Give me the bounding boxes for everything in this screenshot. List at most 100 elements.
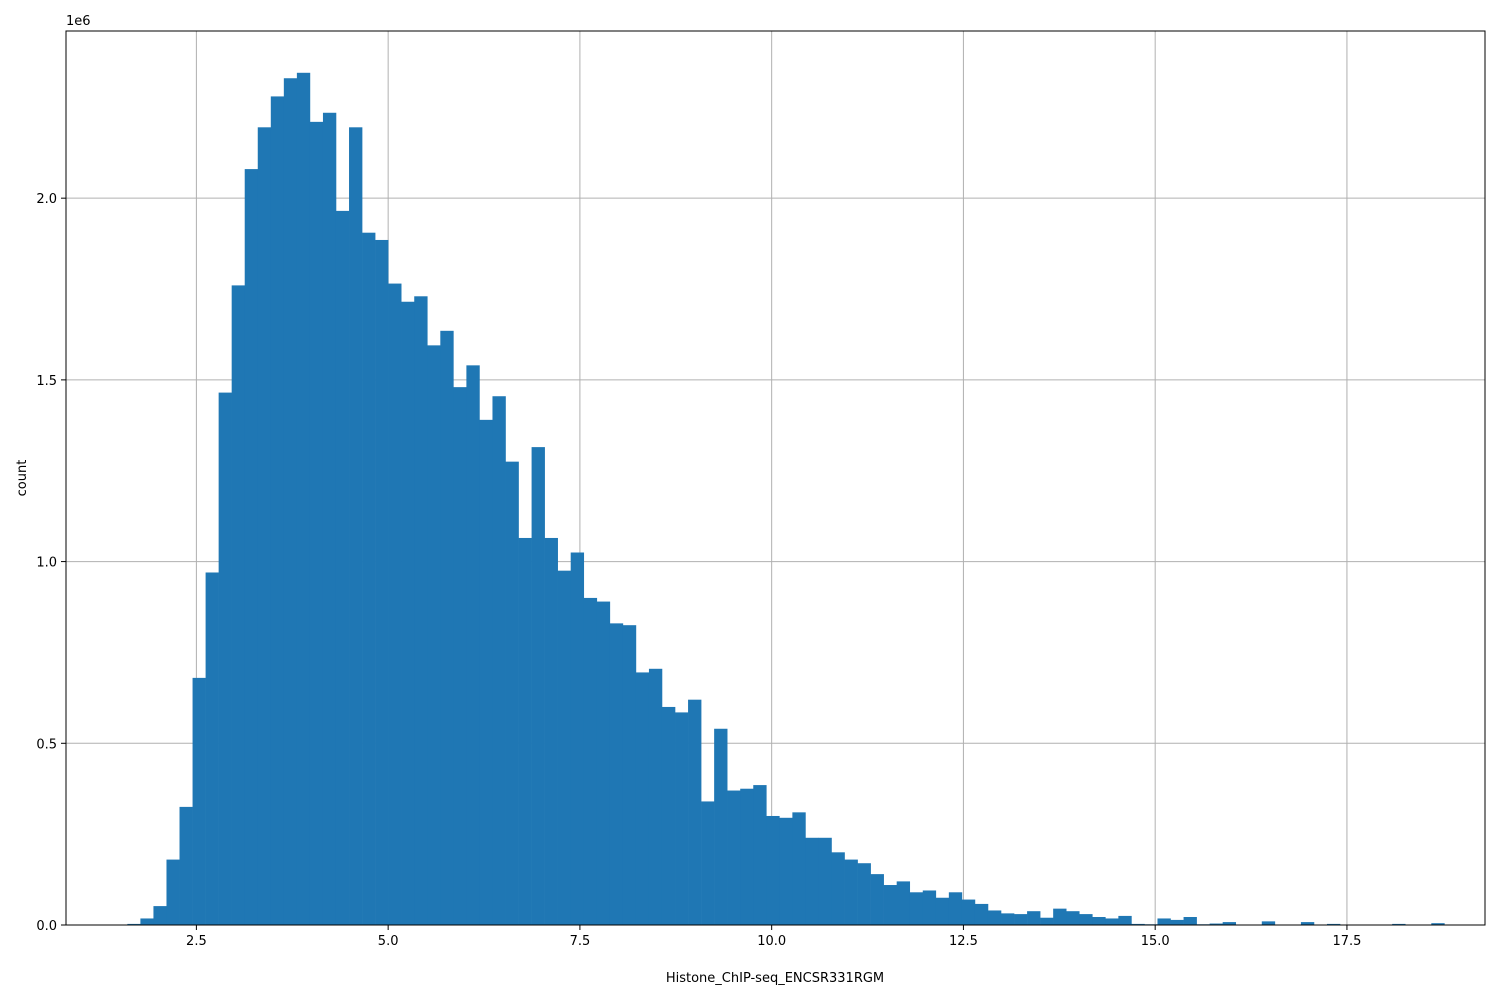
histogram-bar-22: [414, 296, 428, 925]
histogram-bar-6: [205, 572, 219, 925]
histogram-bar-29: [505, 461, 519, 925]
histogram-bar-47: [740, 788, 754, 925]
histogram-bar-3: [166, 859, 180, 925]
histogram-bar-52: [805, 837, 819, 925]
histogram-bar-65: [974, 903, 989, 925]
histogram-bar-13: [296, 72, 311, 926]
histogram-bar-79: [1157, 918, 1171, 925]
histogram-bar-76: [1118, 915, 1132, 925]
histogram-bar-56: [857, 863, 871, 925]
histogram-bar-70: [1040, 917, 1054, 925]
histogram-bar-80: [1170, 919, 1184, 925]
histogram-bar-63: [948, 892, 963, 925]
histogram-bar-62: [935, 897, 950, 925]
plot-frame: [65, 30, 1486, 926]
histogram-bar-10: [257, 127, 272, 926]
histogram-bar-15: [322, 112, 337, 925]
histogram-bar-64: [961, 899, 976, 925]
histogram-bar-7: [218, 392, 232, 926]
histogram-bar-43: [688, 699, 702, 925]
histogram-bar-72: [1066, 911, 1080, 925]
histogram-bar-67: [1001, 913, 1015, 925]
histogram-bar-44: [701, 801, 715, 925]
histogram-bar-30: [518, 537, 532, 925]
histogram-bar-59: [896, 881, 911, 925]
histogram-bar-74: [1092, 917, 1106, 925]
histogram-bar-51: [792, 812, 806, 925]
histogram-bar-31: [531, 447, 545, 925]
histogram-bar-71: [1053, 908, 1067, 925]
y-offset-label: 1e6: [66, 14, 91, 29]
histogram-bar-33: [557, 570, 572, 925]
histogram-bar-97: [1392, 923, 1406, 925]
histogram-bar-53: [818, 837, 832, 925]
histogram-bar-38: [622, 625, 637, 925]
histogram-bar-28: [492, 396, 506, 926]
histogram-bar-19: [375, 239, 389, 926]
histogram-bar-14: [309, 121, 324, 926]
histogram-bar-32: [544, 537, 558, 925]
histogram-bar-46: [727, 790, 741, 925]
histogram-bar-36: [596, 601, 611, 925]
y-tick-label-3: 1.5: [36, 374, 57, 389]
histogram-bar-23: [427, 345, 441, 926]
histogram-bar-9: [244, 169, 259, 926]
histogram-bar-27: [479, 419, 493, 925]
x-axis-label: Histone_ChIP-seq_ENCSR331RGM: [666, 971, 884, 986]
histogram-bar-26: [466, 365, 480, 926]
histogram-bar-16: [335, 210, 350, 925]
axis-ticks: 2.5 5.0 7.5 10.0 12.5 15.0 17.5 0.0 0.5 1.0 1.5 2.0: [36, 192, 1361, 949]
histogram-bar-81: [1183, 917, 1197, 925]
histogram-bar-90: [1300, 922, 1315, 925]
histogram-bar-83: [1209, 923, 1223, 925]
histogram-bar-49: [766, 815, 780, 925]
histogram-bar-54: [831, 852, 845, 925]
histogram-bar-20: [388, 283, 402, 925]
x-tick-label-2: 7.5: [570, 934, 591, 949]
histogram-bar-41: [661, 706, 676, 925]
histogram-bars: [127, 72, 1445, 926]
histogram-bar-0: [127, 923, 141, 925]
histogram-bar-92: [1326, 923, 1341, 925]
x-tick-label-6: 17.5: [1332, 934, 1361, 949]
histogram-bar-68: [1014, 914, 1028, 925]
x-tick-label-3: 10.0: [757, 934, 786, 949]
y-tick-label-0: 0.0: [36, 919, 57, 934]
histogram-bar-100: [1431, 923, 1445, 925]
histogram-bar-35: [583, 597, 598, 925]
y-tick-label-4: 2.0: [36, 192, 57, 207]
histogram-bar-12: [283, 78, 298, 926]
histogram-bar-25: [453, 387, 467, 925]
histogram-bar-37: [609, 623, 624, 925]
histogram-bar-75: [1105, 918, 1119, 925]
histogram-bar-84: [1222, 922, 1237, 925]
histogram-bar-42: [675, 712, 689, 925]
y-tick-label-1: 0.5: [36, 737, 57, 752]
histogram-bar-18: [362, 232, 376, 925]
histogram-bar-73: [1079, 914, 1093, 925]
x-tick-label-1: 5.0: [378, 934, 399, 949]
histogram-bar-60: [909, 892, 924, 925]
histogram-bar-61: [922, 890, 937, 925]
y-axis-label: count: [15, 460, 30, 497]
histogram-bar-48: [753, 785, 767, 925]
histogram-bar-39: [635, 672, 650, 925]
histogram-bar-11: [270, 96, 285, 926]
histogram-bar-45: [714, 728, 728, 925]
histogram-bar-69: [1027, 911, 1041, 925]
histogram-bar-55: [844, 859, 858, 925]
histogram-bar-24: [440, 330, 454, 925]
histogram-bar-58: [883, 885, 897, 925]
histogram-bar-17: [349, 127, 363, 926]
histogram-bar-8: [231, 285, 246, 925]
histogram-bar-66: [987, 910, 1002, 925]
histogram-bar-57: [870, 874, 884, 925]
histogram-bar-21: [401, 301, 415, 925]
x-tick-label-4: 12.5: [949, 934, 978, 949]
histogram-bar-1: [140, 918, 154, 925]
x-tick-label-0: 2.5: [186, 934, 207, 949]
histogram-bar-4: [179, 806, 193, 925]
histogram-bar-77: [1131, 923, 1145, 925]
histogram-bar-2: [153, 906, 167, 925]
